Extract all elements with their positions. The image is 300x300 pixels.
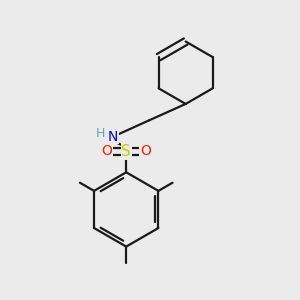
Text: O: O: [101, 145, 112, 158]
Text: O: O: [140, 145, 151, 158]
Text: N: N: [108, 130, 118, 144]
Text: S: S: [121, 144, 131, 159]
Text: H: H: [96, 127, 105, 140]
